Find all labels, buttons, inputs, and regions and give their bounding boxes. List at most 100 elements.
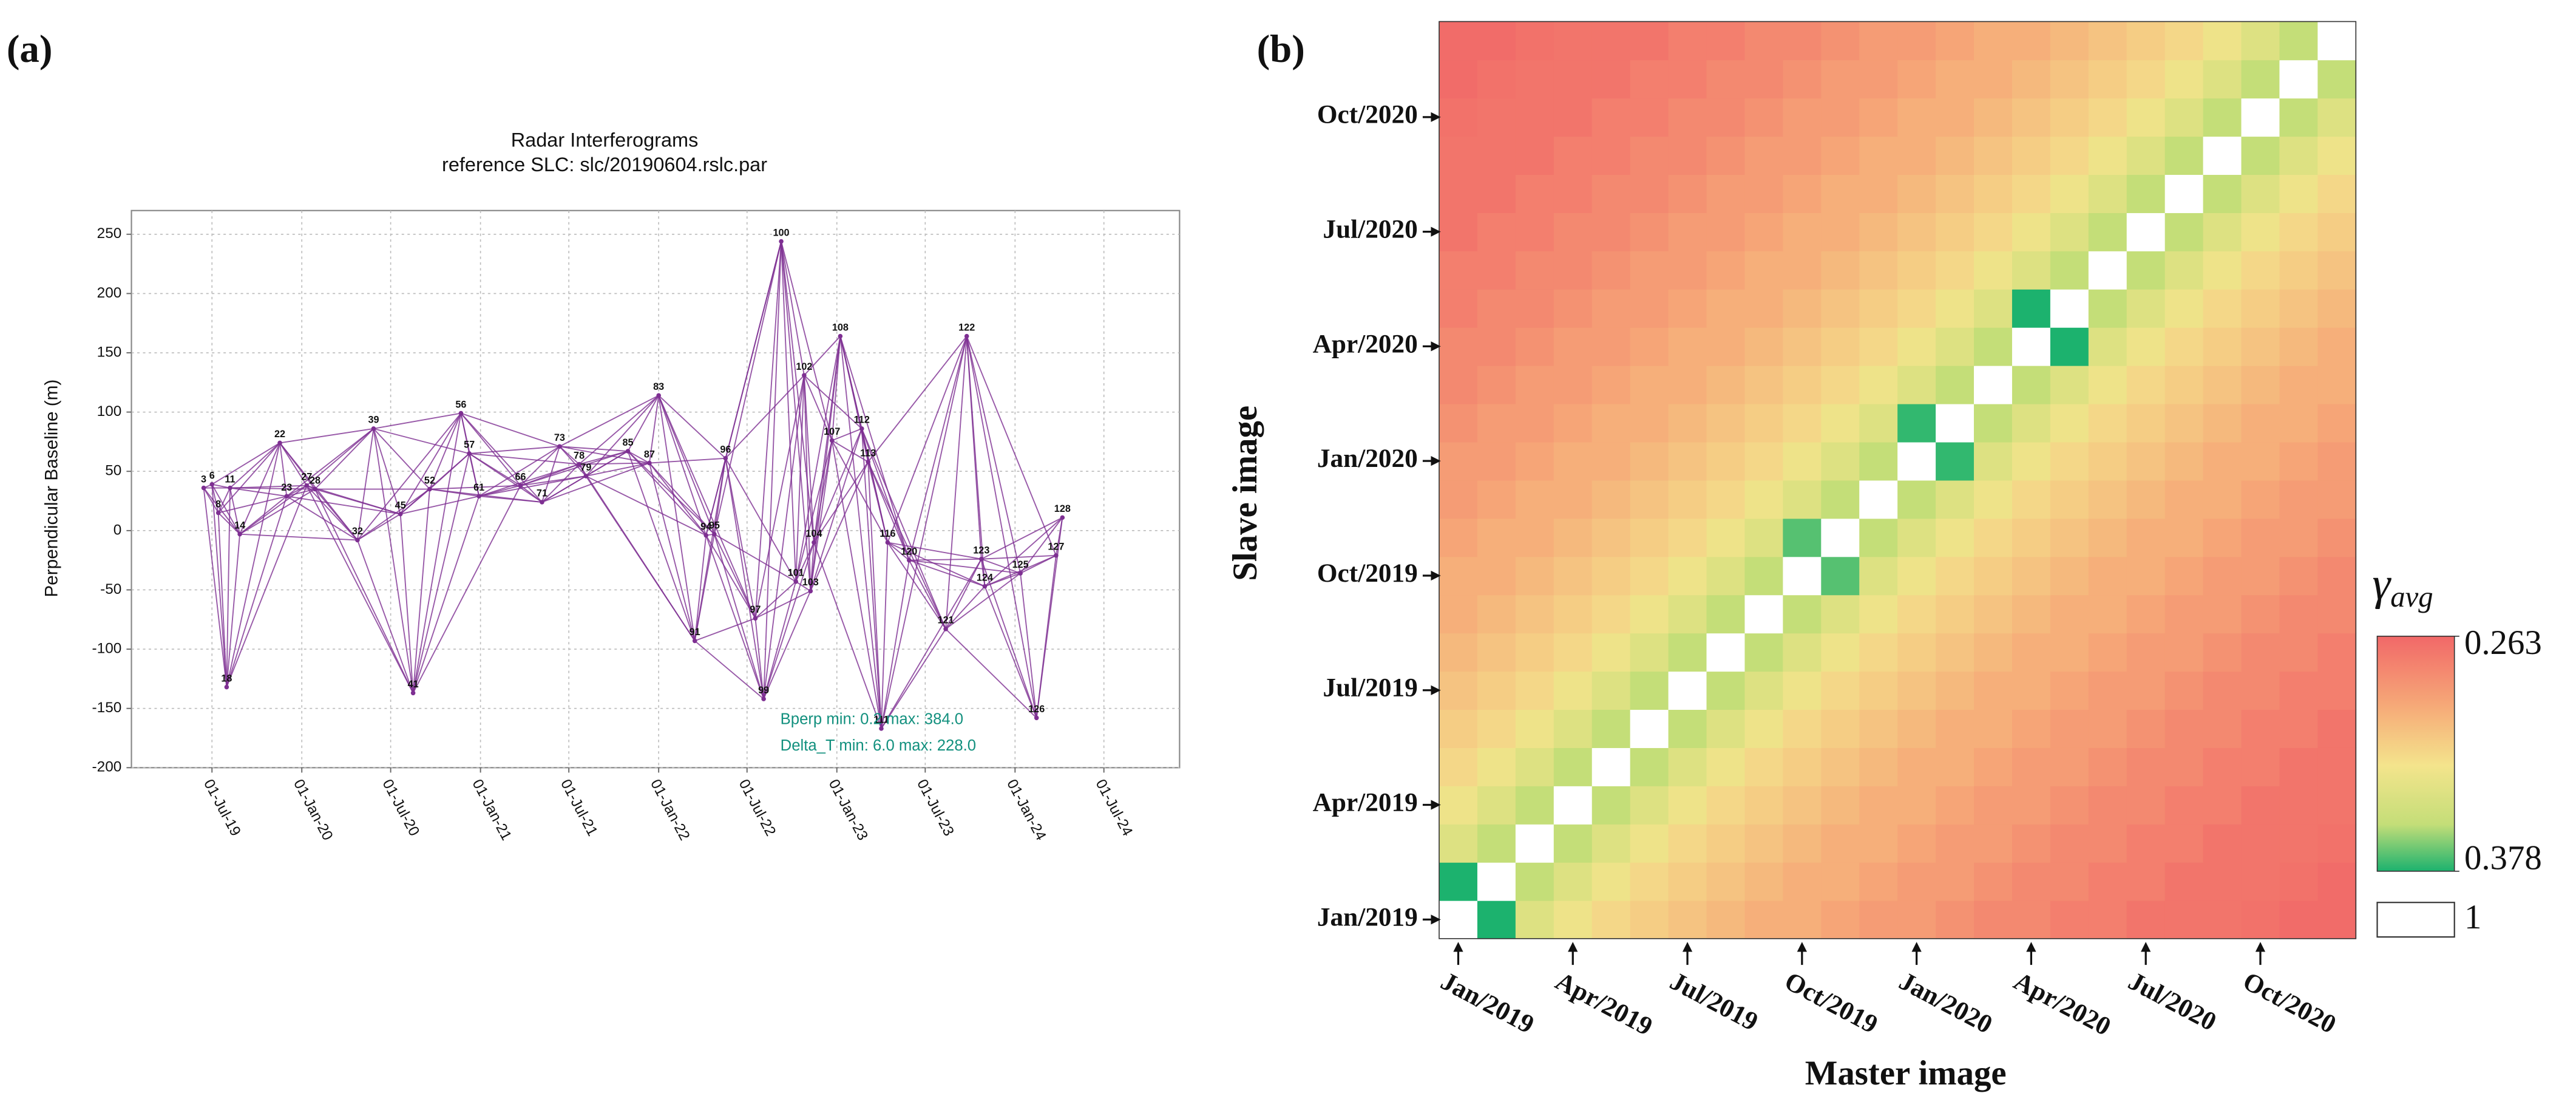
acquisition-point — [692, 638, 697, 644]
heatmap-cell — [2203, 21, 2242, 61]
heatmap-cell — [2012, 862, 2051, 901]
heatmap-cell — [2317, 594, 2357, 634]
x-tick-arrowhead — [2255, 942, 2266, 952]
interferogram-pair — [412, 489, 430, 693]
heatmap-cell — [1821, 441, 1860, 481]
heatmap-cell — [1744, 671, 1784, 710]
heatmap-cell — [1630, 403, 1669, 443]
heatmap-cell — [1974, 403, 2013, 443]
heatmap-cell — [1936, 98, 1974, 137]
heatmap-cell — [1591, 709, 1631, 748]
heatmap-cell — [1936, 671, 1974, 710]
heatmap-cell — [1515, 556, 1554, 596]
colorbar-subscript: avg — [2390, 580, 2433, 613]
x-tick-label: 01-Jul-19 — [200, 777, 243, 839]
heatmap-cell — [2164, 518, 2204, 557]
heatmap-cell — [2203, 480, 2242, 519]
interferogram-pair — [559, 395, 659, 448]
heatmap-cell — [1821, 288, 1860, 328]
heatmap-cell — [1668, 288, 1707, 328]
heatmap-cell — [1668, 251, 1707, 290]
y-tick-label: Jul/2020 — [1323, 215, 1417, 244]
interferogram-pair — [694, 640, 764, 699]
heatmap-cell — [1553, 786, 1593, 825]
heatmap-cell — [1897, 327, 1936, 366]
interferogram-pair — [649, 462, 707, 536]
heatmap-cell — [1744, 288, 1784, 328]
heatmap-cell — [2203, 900, 2242, 939]
colorbar-tick-label: 0.378 — [2464, 839, 2542, 877]
interferogram-pair — [754, 618, 765, 699]
interferogram-pair — [880, 542, 889, 729]
heatmap-cell — [1897, 60, 1936, 99]
acquisition-point — [518, 483, 523, 488]
acquisition-point — [885, 540, 890, 545]
heatmap-cell — [2164, 136, 2204, 175]
heatmap-cell — [1744, 518, 1784, 557]
interferogram-pair — [520, 485, 543, 503]
interferogram-pair — [412, 413, 462, 693]
heatmap-cell — [2126, 480, 2166, 519]
heatmap-cell — [1783, 213, 1822, 251]
interferogram-pair — [478, 446, 560, 497]
heatmap-cell — [2164, 98, 2204, 137]
heatmap-cell — [1936, 709, 1974, 748]
acquisition-point — [943, 627, 948, 631]
heatmap-cell — [1821, 518, 1860, 557]
heatmap-cell — [1821, 556, 1860, 596]
heatmap-cell — [1439, 213, 1478, 251]
heatmap-cell — [1706, 862, 1746, 901]
heatmap-cell — [2050, 786, 2089, 825]
heatmap-cell — [2012, 136, 2051, 175]
heatmap-cell — [1783, 747, 1822, 786]
heatmap-cell — [1936, 136, 1974, 175]
heatmap-cell — [1591, 824, 1631, 863]
interferogram-pair — [881, 628, 946, 729]
annotation: Delta_T min: 6.0 max: 228.0 — [781, 737, 976, 754]
heatmap-cell — [2241, 251, 2280, 290]
heatmap-cell — [2317, 327, 2357, 366]
heatmap-cell — [1706, 747, 1746, 786]
heatmap-cell — [1859, 365, 1898, 404]
heatmap-cell — [1821, 480, 1860, 519]
heatmap-cell — [2088, 824, 2127, 863]
heatmap-cell — [2279, 518, 2319, 557]
heatmap-cell — [1744, 213, 1784, 251]
heatmap-cell — [2203, 709, 2242, 748]
interferogram-pair — [585, 475, 696, 641]
interferogram-pair — [887, 542, 981, 560]
heatmap-cell — [2050, 213, 2089, 251]
heatmap-cell — [1897, 136, 1936, 175]
heatmap-cell — [1706, 709, 1746, 748]
interferogram-pair — [648, 395, 660, 463]
heatmap-cell — [1744, 862, 1784, 901]
heatmap-cell — [1668, 671, 1707, 710]
heatmap-cell — [2203, 288, 2242, 328]
y-tick-label: Oct/2019 — [1317, 559, 1418, 588]
heatmap-cell — [2279, 747, 2319, 786]
interferogram-pair — [1055, 517, 1063, 556]
heatmap-cell — [2317, 671, 2357, 710]
heatmap-cell — [1515, 213, 1554, 251]
heatmap-cell — [2088, 288, 2127, 328]
heatmap-cell — [2203, 403, 2242, 443]
interferogram-pair — [909, 559, 985, 587]
heatmap-cell — [1477, 136, 1516, 175]
heatmap-cell — [1783, 365, 1822, 404]
interferogram-pair — [831, 440, 882, 729]
heatmap-cell — [1859, 288, 1898, 328]
heatmap-cell — [1553, 251, 1593, 290]
heatmap-cell — [1591, 60, 1631, 99]
heatmap-cell — [1897, 251, 1936, 290]
heatmap-cell — [1668, 136, 1707, 175]
interferogram-pair — [585, 395, 659, 477]
x-tick-label: 01-Jul-22 — [736, 777, 779, 839]
heatmap-cell — [1744, 327, 1784, 366]
interferogram-pair — [725, 375, 805, 459]
interferogram-pair — [469, 453, 580, 465]
heatmap-cell — [1630, 709, 1669, 748]
interferogram-pair — [945, 628, 1037, 718]
heatmap-cell — [2050, 709, 2089, 748]
y-tick-label: 150 — [97, 344, 122, 360]
y-tick-arrowhead — [1431, 685, 1441, 695]
